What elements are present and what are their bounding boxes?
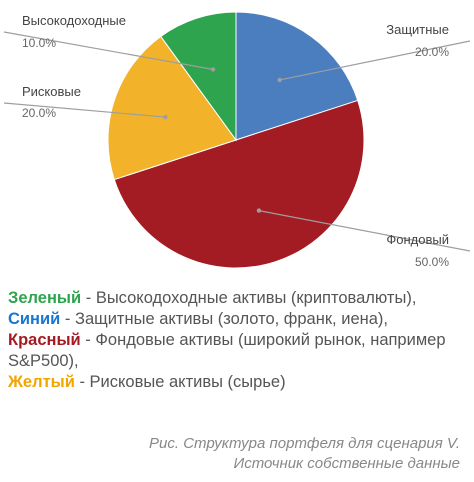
legend-text: - Высокодоходные активы (криптовалюты), xyxy=(81,289,417,307)
caption-line-1: Рис. Структура портфеля для сценария V. xyxy=(149,435,460,452)
leader-dot xyxy=(163,114,168,120)
leader-dot xyxy=(277,77,282,83)
slice-percent-label: 50.0% xyxy=(415,255,449,269)
leader-line xyxy=(3,102,166,118)
leader-line xyxy=(258,210,471,252)
legend-text: - Рисковые активы (сырье) xyxy=(74,373,286,391)
legend-text: - Защитные активы (золото, франк, иена), xyxy=(60,310,388,328)
figure-caption: Рис. Структура портфеля для сценария V. … xyxy=(149,434,460,474)
legend-color-word: Синий xyxy=(8,310,61,328)
legend-item-yellow: Желтый - Рисковые активы (сырье) xyxy=(8,372,468,393)
legend-color-word: Желтый xyxy=(8,373,75,391)
legend-color-word: Красный xyxy=(8,331,81,349)
slice-label: Фондовый xyxy=(386,232,449,247)
legend-text: - Фондовые активы (широкий рынок, наприм… xyxy=(8,331,446,370)
slice-percent-label: 20.0% xyxy=(415,45,449,59)
leader-line xyxy=(279,40,471,81)
leader-dot xyxy=(256,208,262,213)
slice-percent-label: 20.0% xyxy=(22,106,56,120)
slice-percent-label: 10.0% xyxy=(22,36,56,50)
legend-item-red: Красный - Фондовые активы (широкий рынок… xyxy=(8,330,468,372)
slice-label: Высокодоходные xyxy=(22,13,126,28)
pie-slice xyxy=(107,35,237,181)
caption-line-2: Источник собственные данные xyxy=(233,455,460,472)
pie-slice xyxy=(113,99,365,269)
legend-color-word: Зеленый xyxy=(8,289,82,307)
legend-item-green: Зеленый - Высокодоходные активы (криптов… xyxy=(8,288,468,309)
slice-label: Рисковые xyxy=(22,84,81,99)
slice-label: Защитные xyxy=(386,22,449,37)
pie-slice xyxy=(160,11,237,142)
legend-item-blue: Синий - Защитные активы (золото, франк, … xyxy=(8,309,468,330)
leader-line xyxy=(3,31,214,70)
pie-chart: Защитные 20.0% Фондовый 50.0% Рисковые 20.0% В… xyxy=(3,11,471,269)
legend: Зеленый - Высокодоходные активы (криптов… xyxy=(8,288,468,393)
leader-dot xyxy=(210,67,216,72)
